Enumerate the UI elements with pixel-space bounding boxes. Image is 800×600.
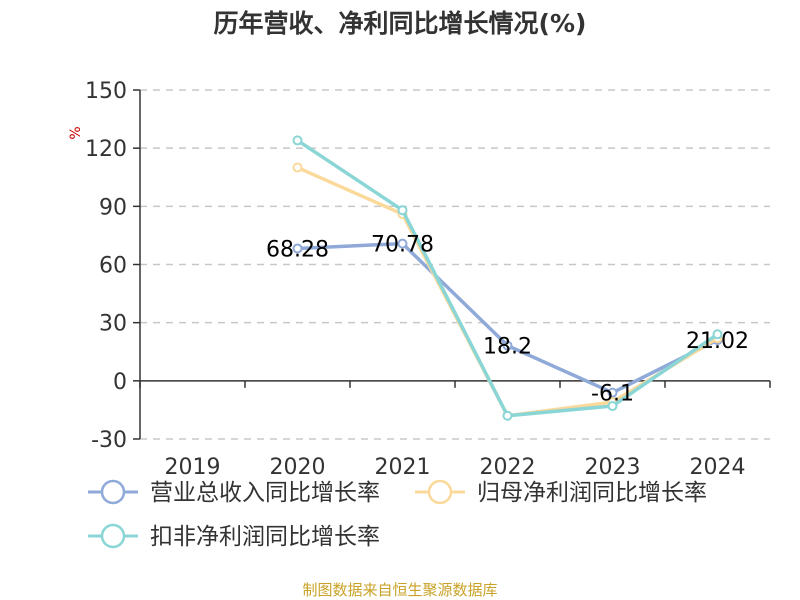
- data-point: [292, 162, 303, 173]
- legend-circle-icon: [100, 479, 126, 505]
- data-point: [397, 238, 408, 249]
- series-lines: [292, 135, 723, 421]
- x-tick-label: 2019: [165, 455, 221, 480]
- y-tick-label: 90: [99, 195, 127, 220]
- legend-circle-icon: [427, 479, 453, 505]
- legend-item[interactable]: 营业总收入同比增长率: [88, 479, 380, 506]
- legend-circle-icon: [100, 523, 126, 549]
- grid-lines: [140, 89, 770, 440]
- data-label: -6.1: [591, 382, 634, 407]
- y-tick-label: -30: [91, 428, 127, 453]
- y-axis-unit-label: %: [68, 126, 84, 139]
- data-point: [712, 329, 723, 340]
- legend-label: 归母净利润同比增长率: [477, 480, 707, 506]
- data-point: [397, 205, 408, 216]
- data-label: 21.02: [686, 329, 749, 354]
- data-point: [502, 410, 513, 421]
- legend-item[interactable]: 扣非净利润同比增长率: [88, 523, 380, 550]
- data-point: [292, 135, 303, 146]
- data-label: 68.28: [266, 237, 329, 262]
- x-tick-label: 2023: [585, 455, 641, 480]
- legend-label: 扣非净利润同比增长率: [150, 524, 380, 550]
- x-tick-label: 2021: [375, 455, 431, 480]
- chart-title: 历年营收、净利同比增长情况(%): [213, 9, 587, 38]
- data-point: [292, 243, 303, 254]
- data-label: 18.2: [483, 335, 532, 360]
- data-point: [607, 401, 618, 412]
- data-label: 70.78: [371, 233, 434, 258]
- x-tick-label: 2022: [480, 455, 536, 480]
- legend-item[interactable]: 归母净利润同比增长率: [415, 479, 707, 506]
- y-tick-label: 30: [99, 312, 127, 337]
- data-labels: 68.28 70.78 18.2 -6.1 21.02: [266, 233, 749, 407]
- x-tick-label: 2020: [270, 455, 326, 480]
- data-source-note: 制图数据来自恒生聚源数据库: [302, 581, 498, 599]
- y-tick-label: 150: [85, 79, 127, 104]
- series-line: [295, 138, 720, 418]
- x-tick-label: 2024: [690, 455, 746, 480]
- legend-label: 营业总收入同比增长率: [150, 480, 380, 506]
- y-tick-label: 0: [113, 370, 127, 395]
- data-point: [607, 387, 618, 398]
- y-tick-label: 60: [99, 254, 127, 279]
- y-tick-label: 120: [85, 137, 127, 162]
- series-line: [295, 241, 720, 395]
- data-point: [502, 340, 513, 351]
- axes: -30 0 30 60 90 120 150% 2019 2020 2021 2022 2023 202…: [68, 79, 771, 480]
